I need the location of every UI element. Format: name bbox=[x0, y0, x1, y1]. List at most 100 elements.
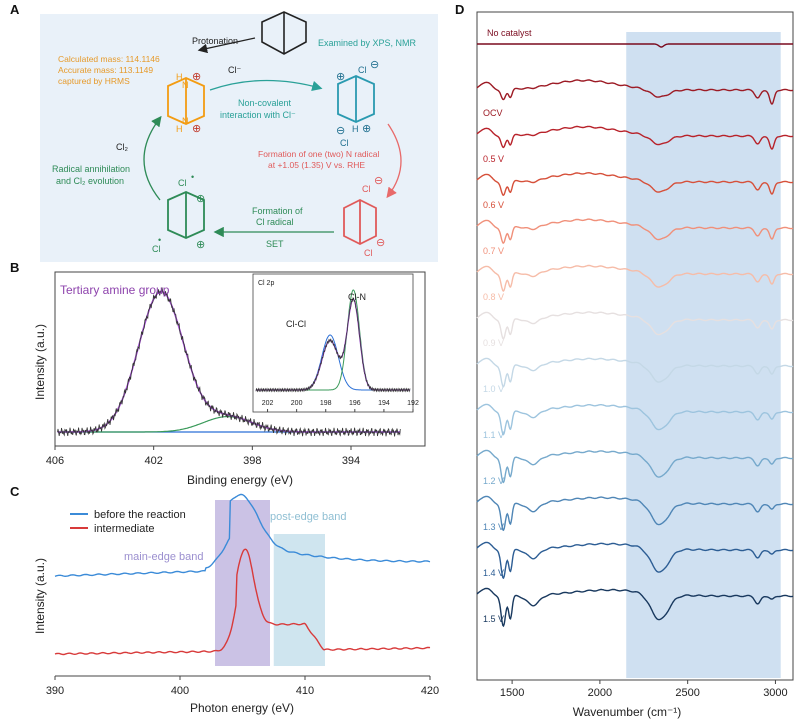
plot-frame bbox=[476, 11, 794, 681]
spectrum-0-8-v bbox=[476, 264, 794, 292]
x-tick-label: 400 bbox=[171, 685, 189, 697]
series-label: 1.4 V bbox=[483, 568, 504, 578]
annihilation-label-line1: Radical annihilation bbox=[52, 164, 130, 174]
inset-tick-label: 200 bbox=[291, 400, 303, 407]
minus-charge-icon: ⊖ bbox=[336, 125, 345, 137]
formation-cl-label-line2: Cl radical bbox=[256, 217, 294, 227]
x-tick-label: 420 bbox=[421, 685, 439, 697]
panel-c-xanes-chart: 390 400 410 420 before the reaction interme… bbox=[33, 493, 439, 715]
x-tick-label: 3000 bbox=[763, 687, 787, 699]
inset-tick-label: 198 bbox=[320, 400, 332, 407]
spectrum-1-3-v bbox=[476, 495, 794, 532]
cl2-evolution-arrow bbox=[143, 115, 162, 201]
plus-charge-icon: ⊕ bbox=[362, 123, 371, 135]
plus-charge-icon: ⊕ bbox=[192, 123, 201, 135]
x-axis-label: Wavenumber (cm⁻¹) bbox=[573, 705, 682, 719]
chlorine-label: Cl bbox=[362, 184, 371, 194]
spectrum-1-0-v bbox=[476, 357, 794, 388]
series-label: 1.3 V bbox=[483, 522, 504, 532]
inset-tick-label: 194 bbox=[378, 400, 390, 407]
y-axis-label: Intensity (a.u.) bbox=[33, 558, 47, 634]
x-axis-label: Binding energy (eV) bbox=[187, 473, 293, 487]
inset-raw-spectrum bbox=[255, 297, 411, 393]
panel-d-ftir-chart: No catalyst OCV 0.5 V 0.6 V 0.7 V 0.8 V 0.9 V 1… bbox=[476, 11, 794, 719]
series-label: 0.9 V bbox=[483, 338, 504, 348]
spectrum-0-9-v bbox=[476, 311, 794, 340]
series-label: No catalyst bbox=[487, 28, 532, 38]
series-intermediate bbox=[54, 548, 431, 656]
mass-hrms: captured by HRMS bbox=[58, 76, 130, 86]
annotation-tertiary-amine: Tertiary amine group bbox=[60, 283, 170, 297]
series-label: 0.7 V bbox=[483, 246, 504, 256]
highlight-region bbox=[626, 32, 781, 678]
set-label: SET bbox=[266, 239, 284, 249]
x-axis-label: Photon energy (eV) bbox=[190, 701, 294, 715]
spectrum-1-2-v bbox=[476, 449, 794, 484]
plot-frame bbox=[54, 271, 426, 447]
plus-charge-icon: ⊕ bbox=[192, 71, 201, 83]
dabco-molecule-neutral bbox=[261, 11, 307, 55]
series-before-reaction bbox=[54, 493, 431, 578]
annihilation-label-line2: and Cl₂ evolution bbox=[56, 176, 124, 186]
spectrum-ocv bbox=[476, 79, 794, 105]
x-tick-label: 2500 bbox=[675, 687, 699, 699]
panel-label-d: D bbox=[455, 2, 465, 17]
x-tick-label: 2000 bbox=[588, 687, 612, 699]
side-peak-fit bbox=[57, 416, 401, 433]
spectrum-0-5-v bbox=[476, 125, 794, 150]
chloride-label: Cl⁻ bbox=[228, 65, 241, 75]
post-edge-band-label: post-edge band bbox=[270, 511, 346, 523]
inset-label-cl-cl: Cl-Cl bbox=[286, 319, 306, 329]
atom-label-n: N bbox=[182, 80, 189, 90]
dabco-diprotonated-molecule bbox=[167, 77, 205, 125]
inset-title: Cl 2p bbox=[258, 280, 274, 287]
legend-intermediate: intermediate bbox=[94, 523, 155, 535]
series-label: 1.2 V bbox=[483, 476, 504, 486]
dabco-n-radical bbox=[343, 198, 377, 246]
examined-label: Examined by XPS, NMR bbox=[318, 38, 417, 48]
x-tick-label: 1500 bbox=[500, 687, 524, 699]
series-label: 0.5 V bbox=[483, 154, 504, 164]
chlorine-label: Cl bbox=[364, 248, 373, 258]
mass-calculated: Calculated mass: 114.1146 bbox=[58, 54, 160, 64]
x-tick-label: 398 bbox=[243, 455, 261, 467]
noncovalent-arrow bbox=[209, 79, 323, 91]
mass-accurate: Accurate mass: 113.1149 bbox=[58, 65, 153, 75]
spectrum-no-catalyst bbox=[477, 43, 793, 48]
chlorine-label: Cl bbox=[358, 65, 367, 75]
raw-spectrum bbox=[57, 287, 401, 437]
inset-tick-label: 192 bbox=[407, 400, 419, 407]
x-tick-label: 406 bbox=[46, 455, 64, 467]
x-tick-label: 410 bbox=[296, 685, 314, 697]
inset-tick-label: 196 bbox=[349, 400, 361, 407]
dabco-chloride-complex bbox=[337, 75, 375, 123]
series-label: 0.8 V bbox=[483, 292, 504, 302]
plus-charge-icon: ⊕ bbox=[336, 71, 345, 83]
series-label: 0.6 V bbox=[483, 200, 504, 210]
formation-n-label-line1: Formation of one (two) N radical bbox=[258, 149, 380, 159]
spectrum-0-6-v bbox=[476, 171, 794, 197]
spectrum-0-7-v bbox=[476, 218, 794, 244]
x-tick-label: 402 bbox=[144, 455, 162, 467]
series-label: 1.5 V bbox=[483, 614, 504, 624]
panel-label-b: B bbox=[10, 260, 20, 275]
minus-charge-icon: ⊖ bbox=[376, 237, 385, 249]
inset-tick-label: 202 bbox=[262, 400, 274, 407]
atom-label-h: H bbox=[176, 124, 183, 134]
atom-label-h: H bbox=[352, 124, 359, 134]
cl2-label: Cl₂ bbox=[116, 142, 128, 152]
minus-charge-icon: ⊖ bbox=[370, 59, 379, 71]
legend-before-reaction: before the reaction bbox=[94, 509, 186, 521]
x-tick-label: 394 bbox=[342, 455, 360, 467]
plus-charge-icon: ⊕ bbox=[196, 193, 205, 205]
series-label: OCV bbox=[483, 108, 503, 118]
panel-a-reaction-scheme: Protonation H N ⊕ H N ⊕ Calculated mass:… bbox=[40, 11, 438, 262]
protonation-arrow bbox=[197, 37, 256, 54]
n-radical-formation-arrow bbox=[386, 123, 402, 199]
main-edge-band bbox=[215, 500, 270, 666]
plus-charge-icon: ⊕ bbox=[196, 239, 205, 251]
atom-label-n: N bbox=[182, 116, 189, 126]
spectrum-1-4-v bbox=[476, 541, 794, 580]
series-label: 1.0 V bbox=[483, 384, 504, 394]
chlorine-label: Cl bbox=[340, 138, 349, 148]
